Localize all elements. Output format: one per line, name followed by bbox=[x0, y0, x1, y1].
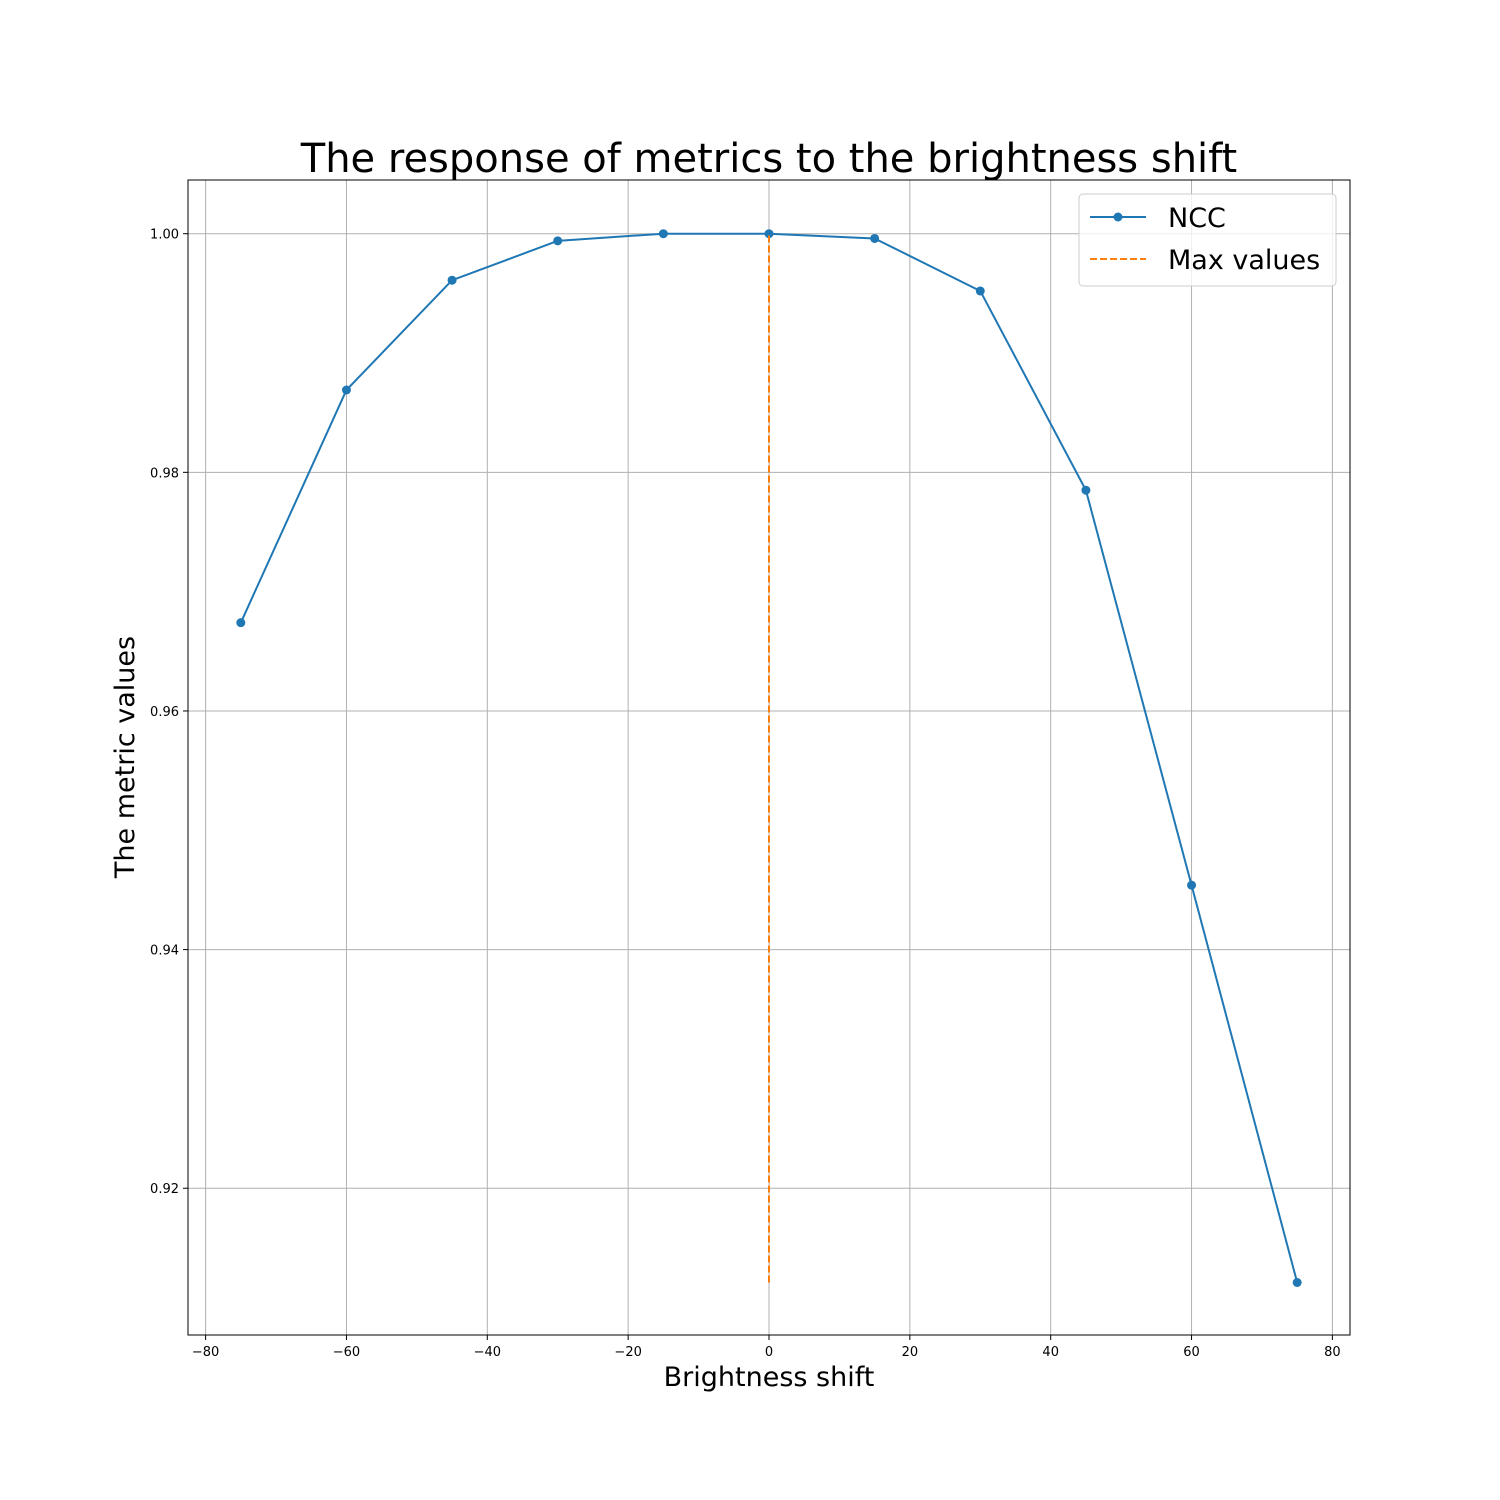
x-tick-label: 60 bbox=[1183, 1345, 1200, 1360]
legend: NCC Max values bbox=[1078, 193, 1337, 287]
x-axis-title: Brightness shift bbox=[664, 1362, 875, 1393]
ticks: −80 −60 −40 −20 0 20 40 60 80 0.92 0.94 0.96 0.98 1.0… bbox=[150, 228, 1341, 1360]
y-axis-title: The metric values bbox=[110, 636, 141, 879]
y-tick-label: 0.92 bbox=[150, 1182, 179, 1197]
y-tick-label: 0.96 bbox=[150, 705, 179, 720]
y-tick-label: 0.94 bbox=[150, 944, 179, 959]
y-tick-label: 1.00 bbox=[150, 228, 179, 243]
series-ncc-point bbox=[447, 275, 457, 285]
series-layer bbox=[236, 229, 1302, 1287]
y-tick-label: 0.98 bbox=[150, 466, 179, 481]
x-tick-label: 20 bbox=[902, 1345, 919, 1360]
x-tick-label: −60 bbox=[333, 1345, 360, 1360]
chart-title: The response of metrics to the brightnes… bbox=[300, 136, 1237, 182]
legend-ncc-label: NCC bbox=[1168, 203, 1226, 234]
series-ncc-point bbox=[341, 385, 351, 395]
series-ncc-point bbox=[658, 229, 668, 239]
series-ncc-point bbox=[1081, 485, 1091, 495]
legend-max-values-label: Max values bbox=[1168, 245, 1320, 276]
x-tick-label: 80 bbox=[1324, 1345, 1341, 1360]
legend-ncc-marker bbox=[1113, 212, 1123, 222]
series-ncc-point bbox=[870, 233, 880, 243]
series-ncc-point bbox=[764, 229, 774, 239]
series-ncc-point bbox=[975, 286, 985, 296]
series-ncc-point bbox=[1292, 1278, 1302, 1287]
x-tick-label: −20 bbox=[614, 1345, 641, 1360]
series-ncc-point bbox=[1187, 880, 1197, 890]
x-tick-label: −40 bbox=[474, 1345, 501, 1360]
x-tick-label: 0 bbox=[765, 1345, 773, 1360]
x-tick-label: 40 bbox=[1042, 1345, 1059, 1360]
series-ncc-point bbox=[553, 236, 563, 246]
x-tick-label: −80 bbox=[192, 1345, 219, 1360]
series-ncc-point bbox=[236, 618, 246, 628]
